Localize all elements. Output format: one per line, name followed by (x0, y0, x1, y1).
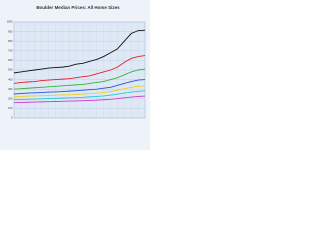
y-tick-label: 0 (11, 116, 13, 120)
chart: Boulder Median Prices: All Home Sizes 0 1… (0, 0, 150, 150)
series-line (13, 79, 146, 95)
series-line (13, 55, 146, 84)
series-line (13, 85, 146, 98)
y-tick-label: 900 (8, 29, 13, 33)
y-tick-label: 100 (8, 106, 13, 110)
y-tick-label: 200 (8, 96, 13, 100)
y-tick-label: 500 (8, 68, 13, 72)
chart-title: Boulder Median Prices: All Home Sizes (36, 5, 120, 10)
series-line (13, 29, 146, 74)
series-line (13, 95, 146, 104)
y-tick-label: 400 (8, 77, 13, 81)
series-line (13, 90, 146, 101)
series-line (13, 68, 146, 90)
y-tick-label: 800 (8, 39, 13, 43)
y-tick-label: 700 (8, 48, 13, 52)
y-tick-label: 600 (8, 58, 13, 62)
y-tick-label: 1000 (7, 20, 13, 24)
y-tick-label: 300 (8, 87, 13, 91)
